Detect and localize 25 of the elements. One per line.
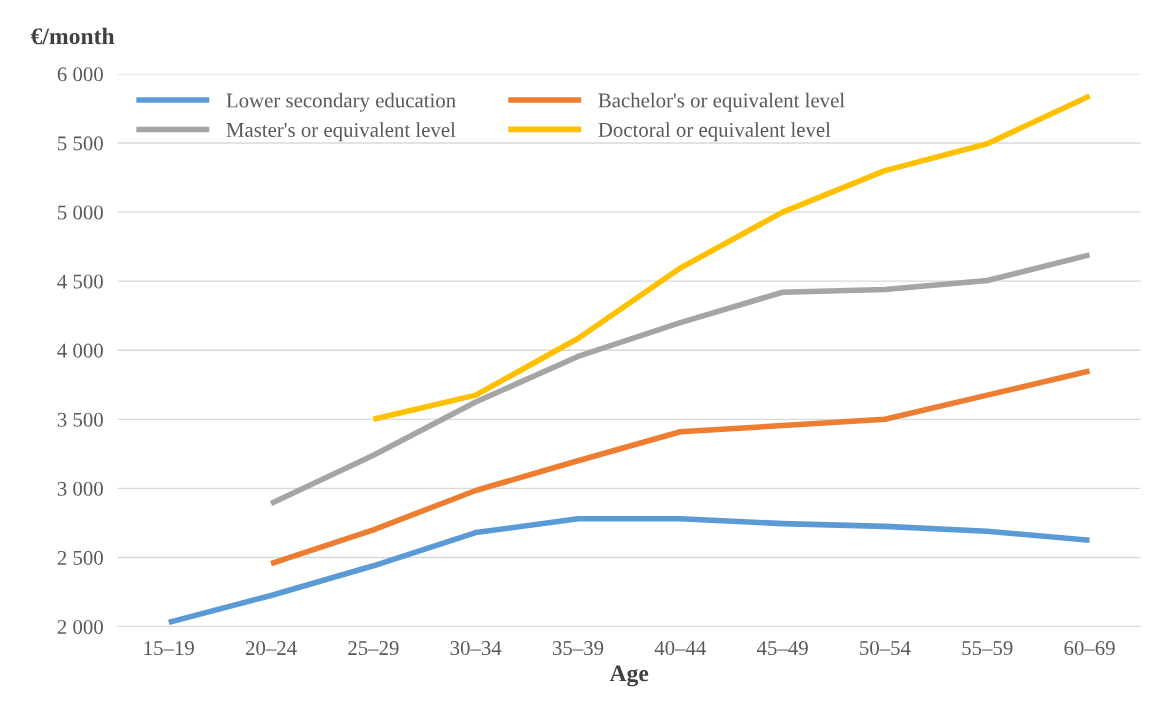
y-tick-label: 5 500	[58, 136, 103, 151]
x-tick-label: 20–24	[245, 641, 297, 656]
x-tick-label: 60–69	[1064, 641, 1115, 656]
y-tick-label: 6 000	[57, 67, 103, 82]
x-tick-label: 45–49	[756, 641, 808, 656]
x-tick-label: 55–59	[962, 641, 1013, 656]
x-tick-label: 15–19	[144, 641, 194, 656]
y-axis-title: €/month	[30, 27, 115, 45]
y-tick-label: 2 000	[57, 619, 103, 634]
legend-label: Lower secondary education	[226, 92, 456, 112]
legend-label: Master's or equivalent level	[226, 122, 456, 142]
x-axis-title: Age	[609, 665, 649, 687]
x-tick-label: 40–44	[654, 641, 707, 656]
x-tick-label: 50–54	[860, 641, 911, 656]
x-tick-label: 30–34	[450, 641, 502, 656]
x-tick-label: 25–29	[348, 641, 399, 656]
legend-label: Bachelor's or equivalent level	[598, 92, 845, 112]
y-tick-label: 5 000	[58, 205, 103, 220]
y-tick-label: 2 500	[57, 550, 103, 565]
y-tick-label: 4 000	[57, 343, 103, 358]
y-tick-label: 3 000	[57, 481, 103, 496]
y-tick-label: 4 500	[57, 274, 103, 289]
legend-label: Doctoral or equivalent level	[598, 122, 831, 142]
x-tick-label: 35–39	[552, 641, 604, 656]
y-tick-label: 3 500	[57, 412, 103, 427]
